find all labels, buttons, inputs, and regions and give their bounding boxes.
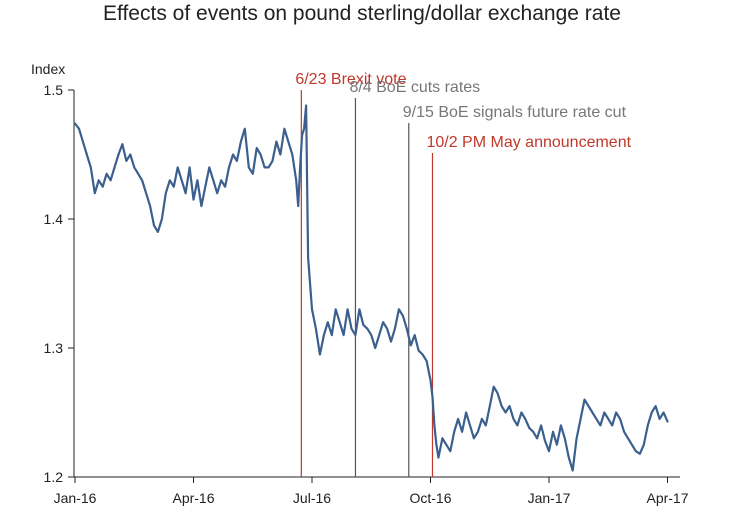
y-ticks: 1.2 1.3 1.4 1.5 [44, 82, 74, 485]
x-tick-label: Oct-16 [409, 490, 451, 506]
x-tick-label: Jan-17 [528, 490, 571, 506]
series-line [73, 104, 669, 472]
event-label: 8/4 BoE cuts rates [349, 79, 480, 96]
y-tick-label: 1.3 [44, 340, 64, 356]
x-tick-label: Jul-16 [293, 490, 331, 506]
event-label: 6/23 Brexit vote [295, 71, 406, 88]
y-tick-label: 1.2 [44, 469, 64, 485]
y-tick-label: 1.5 [44, 82, 64, 98]
y-tick-label: 1.4 [44, 211, 64, 227]
event-label: 9/15 BoE signals future rate cut [403, 104, 627, 121]
y-axis-label: Index [31, 61, 65, 77]
x-ticks: Jan-16 Apr-16 Jul-16 Oct-16 Jan-17 Apr-17 [54, 477, 689, 506]
chart-title: Effects of events on pound sterling/doll… [103, 2, 621, 25]
x-tick-label: Jan-16 [54, 490, 97, 506]
x-tick-label: Apr-16 [172, 490, 214, 506]
series-group [73, 104, 669, 472]
axes [73, 90, 680, 478]
event-label: 10/2 PM May announcement [426, 134, 631, 151]
x-tick-label: Apr-17 [646, 490, 688, 506]
